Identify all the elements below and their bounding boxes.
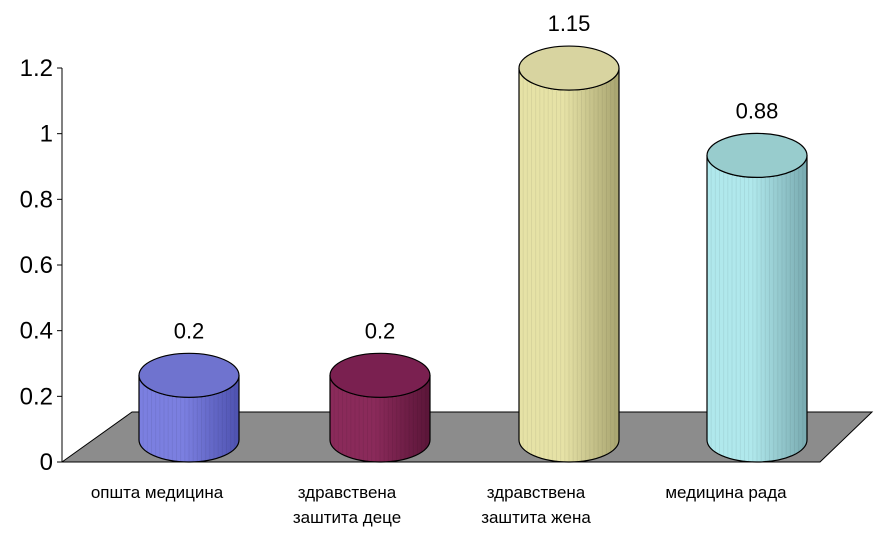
category-label: медицина рада — [665, 483, 787, 502]
y-tick-label: 0.4 — [20, 318, 53, 345]
category-label: здравствена — [487, 483, 586, 502]
y-tick-label: 0.8 — [20, 186, 53, 213]
y-tick-label: 1.2 — [20, 55, 53, 82]
bar-top — [329, 352, 431, 398]
bar-4 — [706, 132, 808, 463]
data-label: 0.88 — [736, 98, 779, 123]
category-label: заштита деце — [293, 508, 401, 527]
bar-3 — [518, 45, 620, 463]
bar-top — [138, 352, 240, 398]
category-label: здравствена — [298, 483, 397, 502]
bar-top — [706, 132, 808, 179]
category-label: општа медицина — [91, 483, 224, 502]
y-tick-label: 0 — [40, 449, 53, 476]
y-tick-label: 0.2 — [20, 383, 53, 410]
category-label: заштита жена — [481, 508, 591, 527]
data-label: 0.2 — [365, 318, 396, 343]
data-label: 0.2 — [174, 318, 205, 343]
bar-top — [518, 45, 620, 91]
data-label: 1.15 — [548, 11, 591, 36]
bar-1 — [138, 352, 240, 463]
y-tick-label: 1 — [40, 121, 53, 148]
bar-2 — [329, 352, 431, 463]
y-tick-label: 0.6 — [20, 252, 53, 279]
